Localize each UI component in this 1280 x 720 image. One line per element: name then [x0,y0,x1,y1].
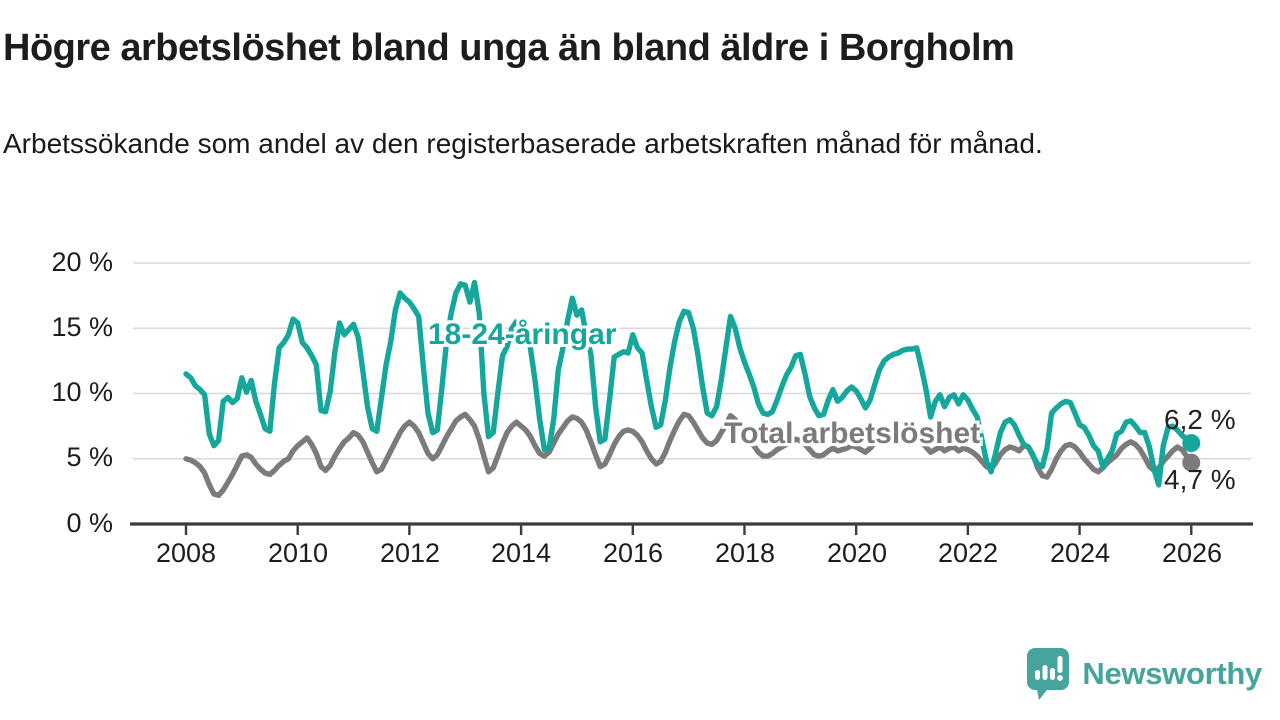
end-value-label-total: 4,7 % [1164,464,1236,495]
brand-footer: Newsworthy [1025,646,1262,702]
x-tick-label-2008: 2008 [155,538,217,568]
series-line-total [183,411,1195,498]
series-label-total: Total arbetslöshet [724,417,981,450]
newsworthy-logo-icon [1027,648,1070,700]
x-tick-label-2010: 2010 [267,538,329,568]
chart-subtitle: Arbetssökande som andel av den registerb… [3,128,1043,159]
x-tick-label-2026: 2026 [1161,538,1223,568]
x-tick-label-2020: 2020 [826,538,888,568]
brand-name: Newsworthy [1082,656,1262,691]
series-line-18-24 [183,279,1195,488]
x-tick-label-2016: 2016 [602,538,664,568]
y-tick-label-0: 0 % [66,508,113,538]
x-tick-label-2018: 2018 [714,538,776,568]
page-title: Högre arbetslöshet bland unga än bland ä… [3,27,1015,69]
x-tick-label-2022: 2022 [937,538,999,568]
x-tick-label-2012: 2012 [379,538,441,568]
series-end-dot-18-24 [1182,434,1201,453]
end-value-label-18-24: 6,2 % [1164,404,1236,435]
x-tick-label-2014: 2014 [490,538,552,568]
x-tick-label-2024: 2024 [1049,538,1111,568]
series-end-dot-total [1182,453,1201,472]
y-tick-label-10: 10 % [51,377,113,407]
y-tick-label-5: 5 % [66,442,113,472]
y-tick-label-20: 20 % [51,247,113,277]
y-tick-label-15: 15 % [51,312,113,342]
series-label-18-24: 18-24-åringar [428,318,617,351]
